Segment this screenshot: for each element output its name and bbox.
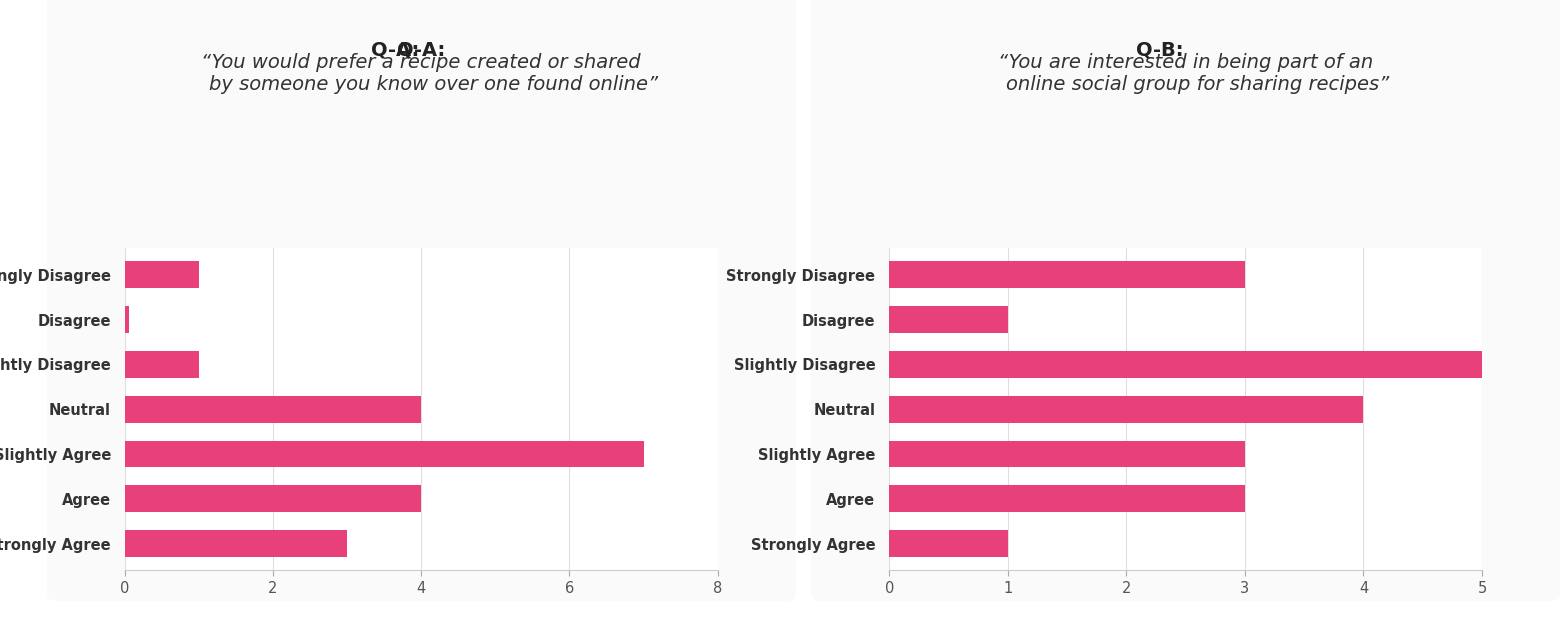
Bar bbox=[125, 396, 421, 423]
Bar bbox=[889, 530, 1008, 557]
Bar bbox=[889, 396, 1363, 423]
Text: “You are interested in being part of an
    online social group for sharing reci: “You are interested in being part of an … bbox=[981, 53, 1390, 94]
Bar bbox=[889, 485, 1245, 512]
Bar bbox=[125, 530, 346, 557]
Text: Q-A:: Q-A: bbox=[398, 40, 445, 59]
Bar bbox=[125, 485, 421, 512]
Bar bbox=[125, 441, 643, 467]
Text: Q-A:: Q-A: bbox=[371, 40, 420, 59]
Bar bbox=[889, 441, 1245, 467]
Bar bbox=[889, 306, 1008, 333]
Bar bbox=[125, 351, 200, 378]
Bar bbox=[889, 351, 1482, 378]
Bar bbox=[125, 262, 200, 288]
Text: Q-B:: Q-B: bbox=[1136, 40, 1182, 59]
Text: “You would prefer a recipe created or shared
    by someone you know over one fo: “You would prefer a recipe created or sh… bbox=[184, 53, 658, 94]
Bar bbox=[889, 262, 1245, 288]
Bar bbox=[125, 306, 128, 333]
